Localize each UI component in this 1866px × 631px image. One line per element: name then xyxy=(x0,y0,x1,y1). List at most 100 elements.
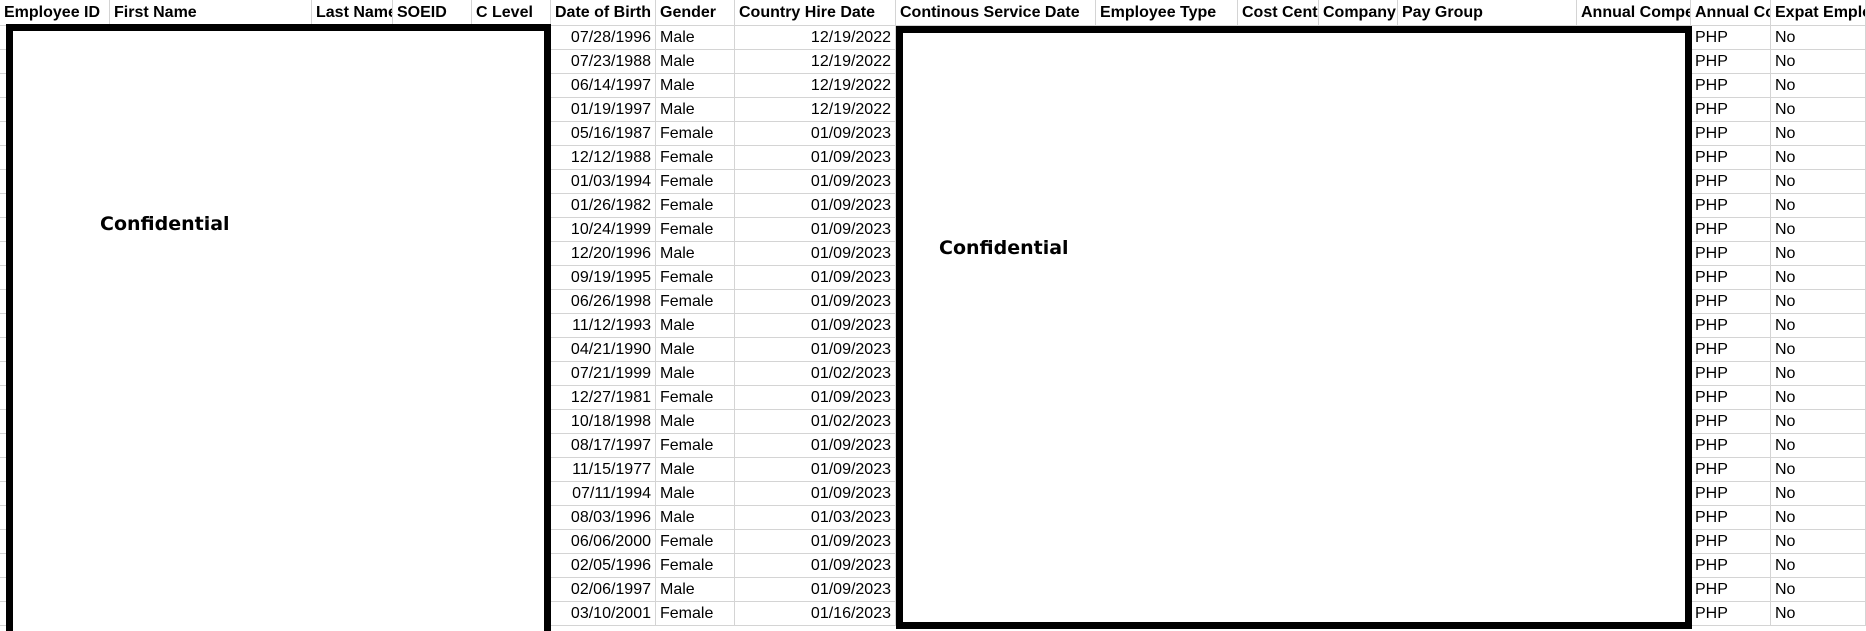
cell[interactable]: 01/09/2023 xyxy=(735,122,896,146)
cell[interactable]: Female xyxy=(656,386,735,410)
column-header[interactable]: Pay Group xyxy=(1398,0,1577,26)
cell[interactable]: No xyxy=(1771,530,1866,554)
cell[interactable]: 07/11/1994 xyxy=(551,482,656,506)
cell[interactable]: PHP xyxy=(1691,170,1771,194)
cell[interactable]: PHP xyxy=(1691,266,1771,290)
cell[interactable]: 06/14/1997 xyxy=(551,74,656,98)
cell[interactable]: 01/09/2023 xyxy=(735,554,896,578)
cell[interactable]: Male xyxy=(656,98,735,122)
cell[interactable]: Male xyxy=(656,482,735,506)
cell[interactable]: No xyxy=(1771,362,1866,386)
cell[interactable]: 01/09/2023 xyxy=(735,194,896,218)
cell[interactable]: 08/03/1996 xyxy=(551,506,656,530)
cell[interactable]: PHP xyxy=(1691,554,1771,578)
cell[interactable]: 01/09/2023 xyxy=(735,146,896,170)
cell[interactable]: No xyxy=(1771,458,1866,482)
cell[interactable]: Female xyxy=(656,266,735,290)
cell[interactable]: No xyxy=(1771,50,1866,74)
cell[interactable]: 12/19/2022 xyxy=(735,74,896,98)
column-header[interactable]: Employee Type xyxy=(1096,0,1238,26)
cell[interactable]: No xyxy=(1771,410,1866,434)
cell[interactable]: No xyxy=(1771,122,1866,146)
cell[interactable]: PHP xyxy=(1691,218,1771,242)
column-header[interactable]: Employee ID xyxy=(0,0,110,26)
cell[interactable]: 07/21/1999 xyxy=(551,362,656,386)
cell[interactable]: No xyxy=(1771,506,1866,530)
cell[interactable]: 11/15/1977 xyxy=(551,458,656,482)
cell[interactable]: 07/28/1996 xyxy=(551,26,656,50)
cell[interactable]: No xyxy=(1771,170,1866,194)
cell[interactable]: 01/09/2023 xyxy=(735,482,896,506)
cell[interactable]: 12/19/2022 xyxy=(735,50,896,74)
cell[interactable]: 01/09/2023 xyxy=(735,290,896,314)
cell[interactable]: 01/09/2023 xyxy=(735,458,896,482)
cell[interactable]: No xyxy=(1771,338,1866,362)
cell[interactable]: 10/18/1998 xyxy=(551,410,656,434)
cell[interactable]: 01/09/2023 xyxy=(735,578,896,602)
cell[interactable]: No xyxy=(1771,554,1866,578)
cell[interactable]: Male xyxy=(656,242,735,266)
cell[interactable]: 01/09/2023 xyxy=(735,266,896,290)
cell[interactable]: No xyxy=(1771,266,1866,290)
cell[interactable]: 01/09/2023 xyxy=(735,530,896,554)
cell[interactable]: PHP xyxy=(1691,458,1771,482)
cell[interactable]: Female xyxy=(656,530,735,554)
cell[interactable]: 01/02/2023 xyxy=(735,410,896,434)
cell[interactable]: 01/09/2023 xyxy=(735,338,896,362)
cell[interactable]: PHP xyxy=(1691,386,1771,410)
cell[interactable]: Male xyxy=(656,362,735,386)
column-header[interactable]: Expat Emplo xyxy=(1771,0,1866,26)
column-header[interactable]: Annual Co xyxy=(1691,0,1771,26)
cell[interactable]: PHP xyxy=(1691,26,1771,50)
cell[interactable]: 01/09/2023 xyxy=(735,314,896,338)
column-header[interactable]: SOEID xyxy=(393,0,472,26)
cell[interactable]: PHP xyxy=(1691,578,1771,602)
cell[interactable]: 12/19/2022 xyxy=(735,26,896,50)
cell[interactable]: No xyxy=(1771,314,1866,338)
cell[interactable]: 01/09/2023 xyxy=(735,434,896,458)
cell[interactable]: PHP xyxy=(1691,242,1771,266)
cell[interactable]: 01/09/2023 xyxy=(735,170,896,194)
cell[interactable]: Male xyxy=(656,410,735,434)
cell[interactable]: No xyxy=(1771,434,1866,458)
cell[interactable]: 08/17/1997 xyxy=(551,434,656,458)
cell[interactable]: 01/09/2023 xyxy=(735,386,896,410)
cell[interactable]: PHP xyxy=(1691,410,1771,434)
cell[interactable]: 05/16/1987 xyxy=(551,122,656,146)
column-header[interactable]: First Name xyxy=(110,0,312,26)
cell[interactable]: PHP xyxy=(1691,290,1771,314)
cell[interactable]: 02/06/1997 xyxy=(551,578,656,602)
cell[interactable]: Male xyxy=(656,314,735,338)
cell[interactable]: 12/20/1996 xyxy=(551,242,656,266)
cell[interactable]: 07/23/1988 xyxy=(551,50,656,74)
cell[interactable]: 12/19/2022 xyxy=(735,98,896,122)
column-header[interactable]: Annual Compe xyxy=(1577,0,1691,26)
cell[interactable]: 03/10/2001 xyxy=(551,602,656,626)
cell[interactable]: PHP xyxy=(1691,482,1771,506)
cell[interactable]: PHP xyxy=(1691,530,1771,554)
cell[interactable]: Male xyxy=(656,458,735,482)
cell[interactable]: 10/24/1999 xyxy=(551,218,656,242)
cell[interactable]: PHP xyxy=(1691,74,1771,98)
cell[interactable]: 01/16/2023 xyxy=(735,602,896,626)
cell[interactable]: Female xyxy=(656,218,735,242)
cell[interactable]: 11/12/1993 xyxy=(551,314,656,338)
column-header[interactable]: Country Hire Date xyxy=(735,0,896,26)
cell[interactable]: Female xyxy=(656,194,735,218)
cell[interactable]: PHP xyxy=(1691,50,1771,74)
cell[interactable]: 01/19/1997 xyxy=(551,98,656,122)
column-header[interactable]: C Level xyxy=(472,0,551,26)
cell[interactable]: PHP xyxy=(1691,434,1771,458)
cell[interactable]: 01/09/2023 xyxy=(735,218,896,242)
cell[interactable]: Female xyxy=(656,122,735,146)
cell[interactable]: No xyxy=(1771,482,1866,506)
cell[interactable]: 06/26/1998 xyxy=(551,290,656,314)
cell[interactable]: 01/03/2023 xyxy=(735,506,896,530)
cell[interactable]: 09/19/1995 xyxy=(551,266,656,290)
cell[interactable]: PHP xyxy=(1691,194,1771,218)
column-header[interactable]: Date of Birth xyxy=(551,0,656,26)
cell[interactable]: No xyxy=(1771,290,1866,314)
cell[interactable]: No xyxy=(1771,26,1866,50)
column-header[interactable]: Last Name xyxy=(312,0,393,26)
cell[interactable]: PHP xyxy=(1691,98,1771,122)
